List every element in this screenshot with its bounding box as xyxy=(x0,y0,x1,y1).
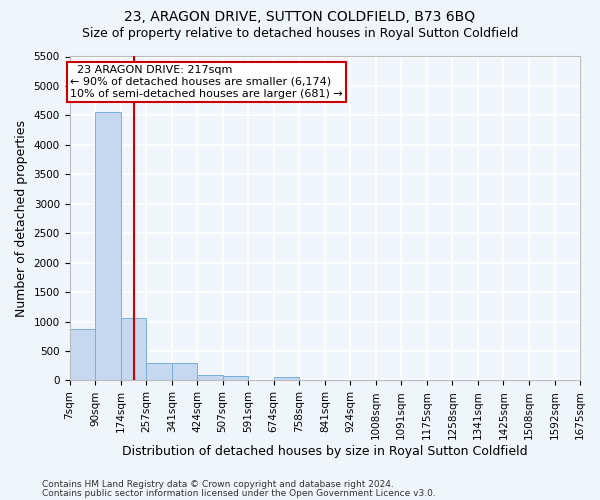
Y-axis label: Number of detached properties: Number of detached properties xyxy=(15,120,28,317)
Bar xyxy=(121,318,146,380)
X-axis label: Distribution of detached houses by size in Royal Sutton Coldfield: Distribution of detached houses by size … xyxy=(122,444,527,458)
Text: Contains HM Land Registry data © Crown copyright and database right 2024.: Contains HM Land Registry data © Crown c… xyxy=(42,480,394,489)
Bar xyxy=(223,376,248,380)
Bar xyxy=(70,328,95,380)
Bar xyxy=(95,112,121,380)
Text: Contains public sector information licensed under the Open Government Licence v3: Contains public sector information licen… xyxy=(42,489,436,498)
Bar xyxy=(274,377,299,380)
Text: 23, ARAGON DRIVE, SUTTON COLDFIELD, B73 6BQ: 23, ARAGON DRIVE, SUTTON COLDFIELD, B73 … xyxy=(124,10,476,24)
Bar xyxy=(172,364,197,380)
Text: 23 ARAGON DRIVE: 217sqm  
← 90% of detached houses are smaller (6,174)
10% of se: 23 ARAGON DRIVE: 217sqm ← 90% of detache… xyxy=(70,66,343,98)
Bar xyxy=(197,375,223,380)
Text: Size of property relative to detached houses in Royal Sutton Coldfield: Size of property relative to detached ho… xyxy=(82,28,518,40)
Bar xyxy=(146,364,172,380)
